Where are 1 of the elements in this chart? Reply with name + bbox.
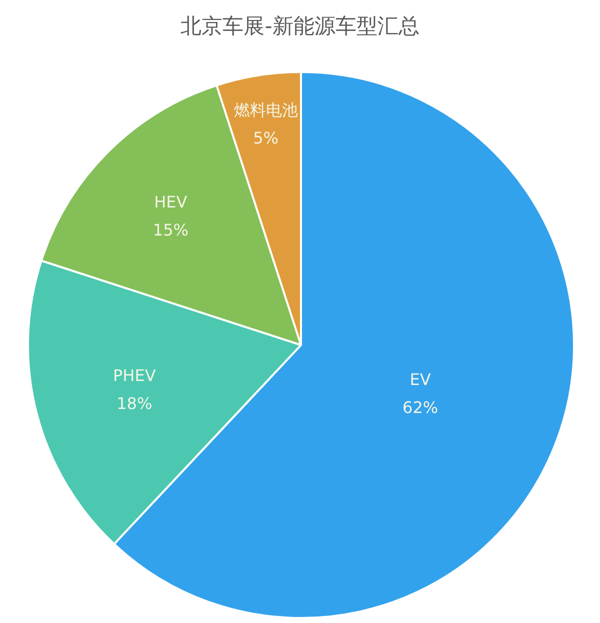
title: 北京车展-新能源车型汇总 [180,14,420,38]
